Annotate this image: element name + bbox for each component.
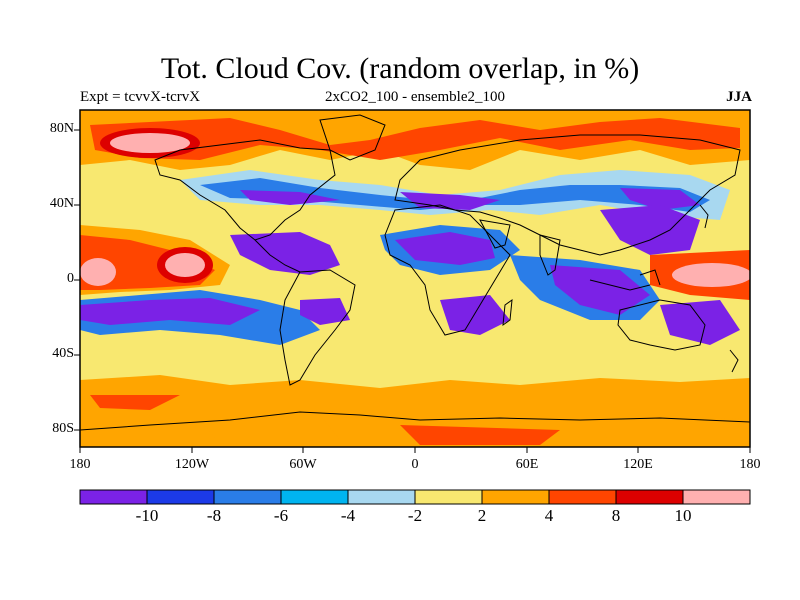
lat-label-40s: 40S xyxy=(52,346,74,361)
lon-label-120e: 120E xyxy=(623,457,653,472)
coastlines xyxy=(80,114,750,431)
map-title: Tot. Cloud Cov. (random overlap, in %) xyxy=(160,52,640,85)
lon-label-60w: 60W xyxy=(289,457,317,472)
colorbar-tick-label: 4 xyxy=(544,506,554,525)
colorbar-tick-label: -8 xyxy=(206,506,222,525)
colorbar-tick-label: 10 xyxy=(674,506,692,525)
colorbar-swatch xyxy=(481,489,550,505)
lon-label-120w: 120W xyxy=(174,457,210,472)
colorbar-tick-label: -10 xyxy=(135,506,159,525)
lon-label-180w: 180 xyxy=(69,457,91,472)
colorbar-tick-label: -4 xyxy=(340,506,356,525)
colorbar-swatch xyxy=(79,489,148,505)
cloud-cover-anomaly-field xyxy=(80,110,750,447)
colorbar-swatch xyxy=(615,489,684,505)
season-label: JJA xyxy=(726,89,752,105)
lat-label-80n: 80N xyxy=(49,121,74,136)
colorbar xyxy=(79,489,751,505)
experiment-label: Expt = tcvvX-tcrvX xyxy=(80,89,201,105)
colorbar-tick-label: 8 xyxy=(611,506,621,525)
colorbar-swatch xyxy=(548,489,617,505)
colorbar-swatch xyxy=(347,489,416,505)
lon-label-60e: 60E xyxy=(515,457,539,472)
ensemble-label: 2xCO2_100 - ensemble2_100 xyxy=(325,89,505,105)
colorbar-swatch xyxy=(213,489,282,505)
lon-label-0: 0 xyxy=(411,457,419,472)
lat-label-40n: 40N xyxy=(49,196,74,211)
colorbar-tick-label: -6 xyxy=(273,506,289,525)
colorbar-swatch xyxy=(280,489,349,505)
colorbar-swatch xyxy=(146,489,215,505)
lat-label-80s: 80S xyxy=(52,421,74,436)
colorbar-tick-label: 2 xyxy=(477,506,487,525)
lat-label-equator: 0 xyxy=(67,271,74,286)
colorbar-swatch xyxy=(414,489,483,505)
axis-ticks xyxy=(74,129,751,453)
lon-label-180e: 180 xyxy=(739,457,761,472)
colorbar-tick-label: -2 xyxy=(407,506,423,525)
colorbar-swatch xyxy=(682,489,751,505)
